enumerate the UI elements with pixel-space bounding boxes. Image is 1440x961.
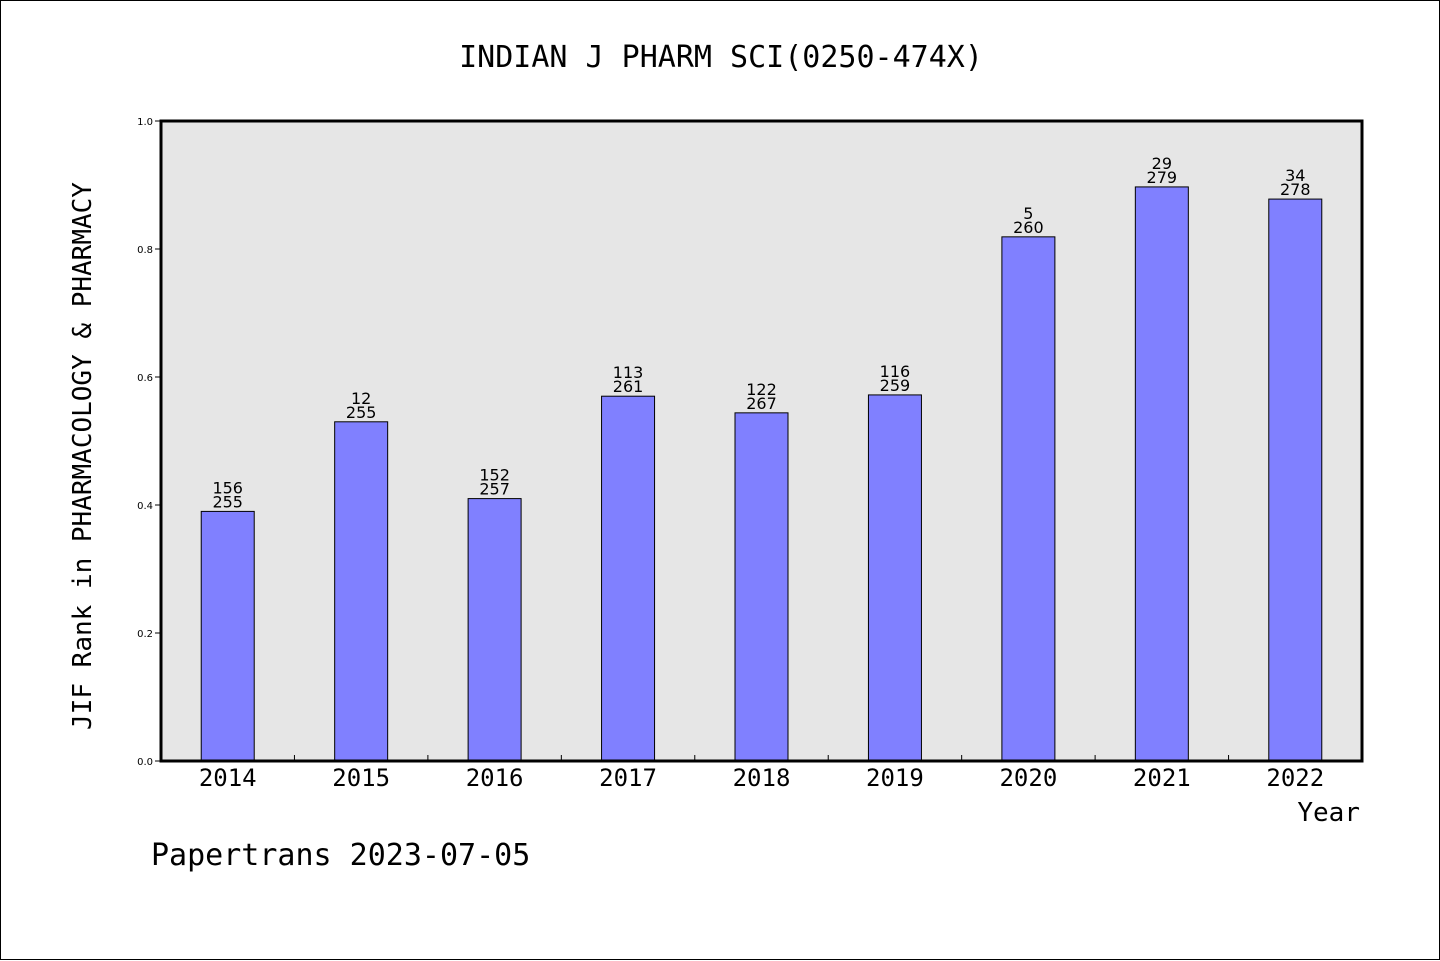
bar (200, 510, 255, 762)
data-label-total: 255 (212, 492, 243, 511)
data-label-total: 257 (479, 480, 510, 499)
bars-group (200, 186, 1323, 762)
y-axis-title: JIF Rank in PHARMACOLOGY & PHARMACY (68, 182, 98, 730)
bar (867, 394, 922, 762)
data-label-total: 259 (880, 376, 911, 395)
data-label-total: 267 (746, 394, 777, 413)
y-tick-label: 0.4 (137, 501, 153, 512)
data-label-rank: 156 (212, 478, 243, 497)
bar (1001, 236, 1056, 762)
bar (1268, 198, 1323, 762)
x-tick-label: 2021 (1133, 764, 1191, 792)
data-label-rank: 116 (880, 362, 911, 381)
data-label-rank: 12 (351, 389, 371, 408)
data-label-rank: 113 (613, 363, 644, 382)
y-tick-label: 0.6 (137, 373, 153, 384)
x-tick-label: 2014 (199, 764, 257, 792)
y-tick-label: 0.0 (137, 757, 153, 768)
y-tick-label: 0.8 (137, 245, 153, 256)
data-label-total: 260 (1013, 218, 1044, 237)
data-label-total: 261 (613, 377, 644, 396)
bar (467, 498, 522, 762)
bar (1134, 186, 1189, 762)
bar (334, 421, 389, 762)
data-label-rank: 34 (1285, 166, 1305, 185)
y-tick-label: 1.0 (137, 117, 153, 128)
chart-title: INDIAN J PHARM SCI(0250-474X) (459, 40, 983, 75)
data-label-total: 278 (1280, 180, 1311, 199)
x-tick-label: 2017 (599, 764, 657, 792)
x-tick-label: 2018 (733, 764, 791, 792)
data-label-rank: 5 (1023, 204, 1033, 223)
x-axis-title: Year (1297, 798, 1360, 828)
data-label-rank: 122 (746, 380, 777, 399)
plot-border (159, 119, 1364, 763)
data-label-total: 279 (1147, 168, 1178, 187)
x-axis-ticks: 2014 2015 2016 2017 2018 2019 2020 2021 2022 (199, 755, 1324, 792)
bar (734, 412, 789, 762)
data-label-rank: 152 (479, 466, 510, 485)
y-axis-ticks: 0.0 0.2 0.4 0.6 0.8 1.0 (137, 117, 161, 768)
x-tick-label: 2016 (466, 764, 524, 792)
x-tick-label: 2019 (866, 764, 924, 792)
x-tick-label: 2022 (1266, 764, 1324, 792)
x-tick-label: 2015 (332, 764, 390, 792)
data-label-rank: 29 (1152, 154, 1172, 173)
y-tick-label: 0.2 (137, 629, 153, 640)
footer-text: Papertrans 2023-07-05 (151, 838, 530, 873)
bar (601, 395, 656, 762)
data-label-total: 255 (346, 403, 377, 422)
x-tick-label: 2020 (999, 764, 1057, 792)
